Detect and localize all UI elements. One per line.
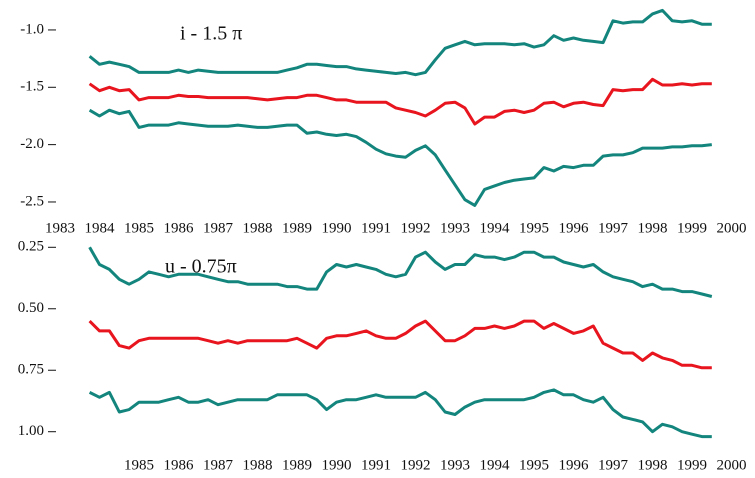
x-tick-label: 1984 bbox=[85, 220, 116, 236]
x-tick-label: 1983 bbox=[45, 220, 75, 236]
x-tick-label: 1992 bbox=[401, 457, 431, 473]
series-line bbox=[88, 319, 712, 370]
y-tick-label: 0.25 bbox=[18, 239, 44, 255]
y-tick-label: -2.0 bbox=[20, 136, 44, 152]
y-tick-label: 0.75 bbox=[18, 362, 44, 378]
series-line bbox=[88, 77, 712, 126]
y-tick-label: 0.50 bbox=[18, 300, 44, 316]
series-line bbox=[88, 108, 712, 207]
x-tick-label: 1990 bbox=[322, 220, 352, 236]
series-line bbox=[88, 246, 713, 298]
x-tick-label: 1996 bbox=[559, 457, 590, 473]
x-tick-label: 1989 bbox=[282, 457, 312, 473]
x-tick-label: 1995 bbox=[519, 220, 549, 236]
y-tick-label: -2.5 bbox=[20, 193, 44, 209]
y-tick-label: 1.00 bbox=[18, 423, 44, 439]
x-tick-label: 1988 bbox=[243, 457, 273, 473]
x-tick-label: 1991 bbox=[361, 457, 391, 473]
annotation: u - 0.75π bbox=[165, 256, 237, 278]
x-tick-label: 1993 bbox=[440, 457, 470, 473]
y-tick-label: -1.0 bbox=[20, 21, 44, 37]
x-tick-label: 1985 bbox=[124, 220, 154, 236]
x-tick-label: 1989 bbox=[282, 220, 312, 236]
x-tick-label: 1988 bbox=[243, 220, 273, 236]
x-tick-label: 1987 bbox=[203, 457, 234, 473]
x-tick-label: 1998 bbox=[638, 220, 668, 236]
x-tick-label: 1996 bbox=[559, 220, 590, 236]
x-tick-label: 1991 bbox=[361, 220, 391, 236]
annotation: i - 1.5 π bbox=[180, 23, 242, 45]
series-line bbox=[88, 388, 712, 439]
x-tick-label: 1995 bbox=[519, 457, 549, 473]
x-tick-label: 1999 bbox=[677, 220, 707, 236]
x-tick-label: 1990 bbox=[322, 457, 352, 473]
x-tick-label: 1994 bbox=[480, 457, 511, 473]
x-tick-label: 1992 bbox=[401, 220, 431, 236]
x-tick-label: 1986 bbox=[164, 220, 195, 236]
x-tick-label: 2000 bbox=[717, 220, 747, 236]
x-tick-label: 1998 bbox=[638, 457, 668, 473]
x-tick-label: 1997 bbox=[598, 220, 629, 236]
x-tick-label: 1993 bbox=[440, 220, 470, 236]
x-tick-label: 1999 bbox=[677, 457, 707, 473]
x-tick-label: 1994 bbox=[480, 220, 511, 236]
x-tick-label: 1987 bbox=[203, 220, 234, 236]
x-tick-label: 1997 bbox=[598, 457, 629, 473]
x-tick-label: 1986 bbox=[164, 457, 195, 473]
series-line bbox=[88, 8, 712, 77]
x-tick-label: 1985 bbox=[124, 457, 154, 473]
x-tick-label: 2000 bbox=[717, 457, 747, 473]
y-tick-label: -1.5 bbox=[20, 79, 44, 95]
